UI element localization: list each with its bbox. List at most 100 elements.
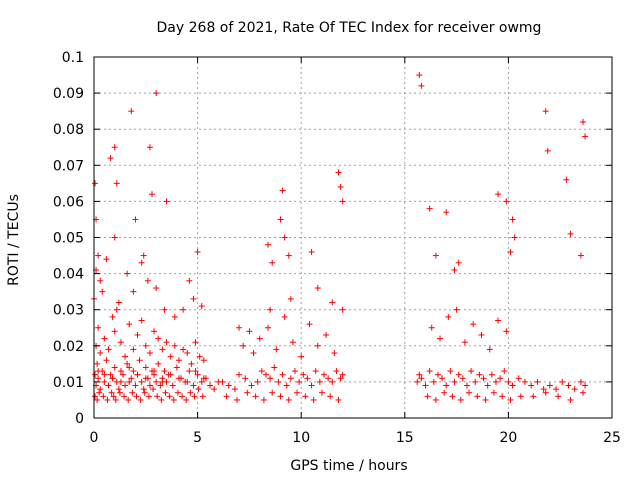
data-point-marker <box>269 389 276 396</box>
data-point-marker <box>455 371 462 378</box>
data-point-marker <box>304 375 311 382</box>
y-tick-label: 0.08 <box>53 122 84 138</box>
data-point-marker <box>117 378 124 385</box>
data-point-marker <box>105 382 112 389</box>
data-point-marker <box>486 346 493 353</box>
data-point-marker <box>521 378 528 385</box>
data-point-marker <box>250 350 257 357</box>
y-tick-label: 0.05 <box>53 231 84 247</box>
data-point-marker <box>428 324 435 331</box>
data-point-marker <box>196 353 203 360</box>
data-point-marker <box>190 382 197 389</box>
data-point-marker <box>287 375 294 382</box>
data-point-marker <box>265 324 272 331</box>
data-point-marker <box>418 82 425 89</box>
data-point-marker <box>256 335 263 342</box>
data-point-marker <box>432 396 439 403</box>
data-point-marker <box>339 306 346 313</box>
data-point-marker <box>320 371 327 378</box>
data-point-marker <box>445 313 452 320</box>
data-point-marker <box>579 118 586 125</box>
data-point-marker <box>447 368 454 375</box>
data-point-marker <box>108 389 115 396</box>
data-points <box>91 72 589 403</box>
data-point-marker <box>92 180 99 187</box>
data-point-marker <box>285 252 292 259</box>
data-point-marker <box>101 335 108 342</box>
data-point-marker <box>422 382 429 389</box>
x-axis-label: GPS time / hours <box>290 458 407 474</box>
data-point-marker <box>511 234 518 241</box>
data-point-marker <box>242 375 249 382</box>
data-point-marker <box>414 378 421 385</box>
data-point-marker <box>107 155 114 162</box>
data-point-marker <box>180 346 187 353</box>
data-point-marker <box>495 317 502 324</box>
data-point-marker <box>318 389 325 396</box>
data-point-marker <box>163 198 170 205</box>
data-point-marker <box>329 299 336 306</box>
data-point-marker <box>331 350 338 357</box>
data-point-marker <box>128 375 135 382</box>
data-point-marker <box>124 360 131 367</box>
data-point-marker <box>430 378 437 385</box>
data-point-marker <box>300 371 307 378</box>
data-point-marker <box>150 386 157 393</box>
chart-title: Day 268 of 2021, Rate Of TEC Index for r… <box>157 20 542 36</box>
data-point-marker <box>240 342 247 349</box>
data-point-marker <box>126 321 133 328</box>
data-point-marker <box>184 378 191 385</box>
data-point-marker <box>111 364 118 371</box>
data-point-marker <box>231 386 238 393</box>
data-point-marker <box>117 368 124 375</box>
data-point-marker <box>94 360 101 367</box>
data-point-marker <box>283 382 290 389</box>
data-point-marker <box>233 396 240 403</box>
data-point-marker <box>515 375 522 382</box>
data-point-marker <box>327 393 334 400</box>
data-point-marker <box>571 386 578 393</box>
data-point-marker <box>490 389 497 396</box>
data-point-marker <box>306 321 313 328</box>
data-point-marker <box>269 259 276 266</box>
data-point-marker <box>121 393 128 400</box>
y-tick-label: 0.02 <box>53 339 84 355</box>
data-point-marker <box>142 364 149 371</box>
data-point-marker <box>144 277 151 284</box>
data-point-marker <box>443 209 450 216</box>
data-point-marker <box>103 357 110 364</box>
data-point-marker <box>141 389 148 396</box>
data-point-marker <box>169 382 176 389</box>
data-point-marker <box>248 382 255 389</box>
data-point-marker <box>437 335 444 342</box>
data-point-marker <box>126 378 133 385</box>
data-point-marker <box>323 331 330 338</box>
data-point-marker <box>329 378 336 385</box>
data-point-marker <box>113 180 120 187</box>
data-point-marker <box>198 303 205 310</box>
data-point-marker <box>463 382 470 389</box>
data-point-marker <box>153 285 160 292</box>
data-point-marker <box>158 396 165 403</box>
data-point-marker <box>161 368 168 375</box>
data-point-marker <box>579 389 586 396</box>
data-point-marker <box>565 382 572 389</box>
data-point-marker <box>236 324 243 331</box>
data-point-marker <box>138 378 145 385</box>
data-point-marker <box>426 205 433 212</box>
data-point-marker <box>194 248 201 255</box>
data-point-marker <box>194 371 201 378</box>
data-point-marker <box>468 368 475 375</box>
data-point-marker <box>142 342 149 349</box>
data-point-marker <box>281 234 288 241</box>
x-tick-label: 5 <box>193 430 202 446</box>
data-point-marker <box>302 393 309 400</box>
data-point-marker <box>175 357 182 364</box>
data-point-marker <box>171 313 178 320</box>
data-point-marker <box>553 386 560 393</box>
data-point-marker <box>111 144 118 151</box>
data-point-marker <box>97 277 104 284</box>
data-point-marker <box>153 90 160 97</box>
x-tick-label: 10 <box>292 430 310 446</box>
data-point-marker <box>175 375 182 382</box>
